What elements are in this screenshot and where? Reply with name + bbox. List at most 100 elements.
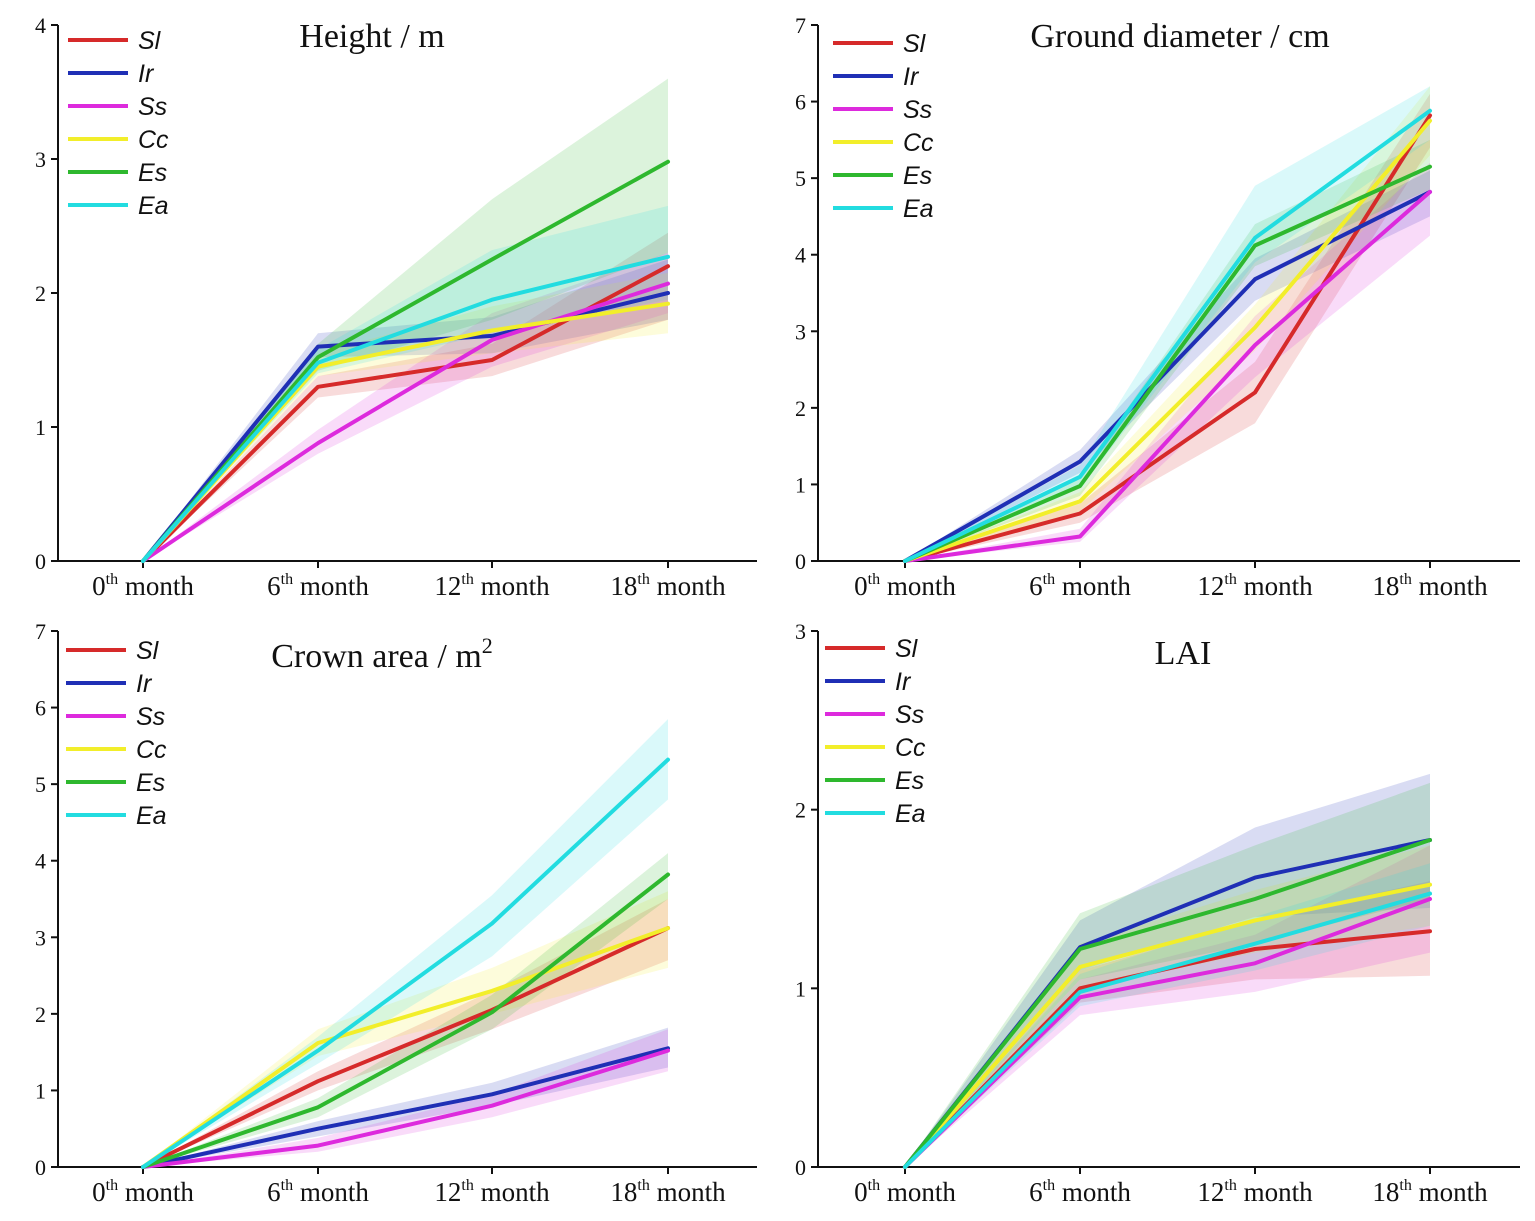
series-line-cc [903, 882, 1432, 1169]
band-cc [143, 272, 668, 561]
series-line-ss [141, 281, 670, 563]
legend-label-cc: Cc [136, 736, 167, 764]
y-tick-label: 0 [35, 1155, 46, 1180]
confidence-bands [905, 773, 1430, 1167]
series-line-ir [903, 189, 1432, 563]
series-line-ss [141, 1048, 670, 1169]
legend-label-ir: Ir [895, 668, 912, 696]
legend-label-ir: Ir [138, 60, 155, 88]
y-tick-label: 7 [35, 619, 46, 644]
legend: Sl Ir Ss Cc Es Ea [833, 30, 934, 223]
band-es [143, 78, 668, 561]
x-tick-label: 0th month [854, 571, 956, 601]
x-tick-label: 18th month [1372, 1177, 1488, 1207]
y-tick-label: 4 [795, 243, 806, 268]
x-tick-label: 6th month [267, 1177, 369, 1207]
series-line-ea [141, 757, 670, 1169]
y-tick-label: 7 [795, 13, 806, 38]
confidence-bands [905, 86, 1430, 562]
series-line-es [903, 164, 1432, 563]
legend-label-ir: Ir [903, 63, 920, 91]
y-tick-label: 1 [795, 976, 806, 1001]
legend-label-ea: Ea [138, 192, 169, 220]
band-cc [143, 891, 668, 1167]
y-tick-label: 2 [795, 396, 806, 421]
band-sl [143, 899, 668, 1167]
chart-panel-2: 0 1 2 3 4 5 6 7 0th month 6th month 12th month 18th… [795, 13, 1520, 601]
legend-label-ss: Ss [895, 701, 924, 729]
x-tick-label: 6th month [1029, 1177, 1131, 1207]
series-line-ea [903, 108, 1432, 563]
y-tick-label: 4 [35, 13, 46, 38]
x-tick-label: 12th month [434, 1177, 550, 1207]
legend-label-es: Es [136, 769, 165, 797]
x-tick-label: 12th month [1197, 571, 1313, 601]
y-tick-label: 2 [795, 798, 806, 823]
y-tick-label: 1 [35, 1078, 46, 1103]
x-tick-label: 18th month [610, 571, 726, 601]
series-line-ir [141, 1046, 670, 1169]
legend-label-ea: Ea [136, 802, 167, 830]
band-ss [143, 252, 668, 562]
series-lines [141, 159, 670, 563]
legend-label-es: Es [895, 767, 924, 795]
chart-panel-1: 0 1 2 3 4 0th month 6th month 12th month 18th mo… [35, 13, 757, 601]
band-ss [143, 1029, 668, 1167]
series-line-ea [141, 254, 670, 563]
series-line-ss [903, 189, 1432, 563]
series-lines [141, 757, 670, 1169]
legend-label-cc: Cc [138, 126, 169, 154]
y-tick-label: 2 [35, 281, 46, 306]
y-tick-label: 1 [795, 472, 806, 497]
series-line-ea [903, 891, 1432, 1169]
band-sl [905, 881, 1430, 1167]
band-cc [905, 845, 1430, 1167]
x-tick-label: 6th month [1029, 571, 1131, 601]
y-tick-label: 4 [35, 849, 46, 874]
band-ir [905, 773, 1430, 1167]
band-ea [143, 205, 668, 561]
legend-label-ea: Ea [903, 195, 934, 223]
y-tick-label: 0 [795, 1155, 806, 1180]
legend-label-sl: Sl [895, 635, 919, 663]
legend-label-ss: Ss [903, 96, 932, 124]
y-tick-label: 5 [795, 166, 806, 191]
confidence-bands [143, 719, 668, 1167]
chart-panel-3: 0 1 2 3 4 5 6 7 0th month 6th month 12th month 18th… [35, 619, 757, 1207]
legend: Sl Ir Ss Cc Es Ea [825, 635, 926, 828]
y-tick-label: 6 [795, 90, 806, 115]
x-tick-label: 0th month [92, 1177, 194, 1207]
legend-label-sl: Sl [136, 637, 160, 665]
chart-title: LAI [1155, 635, 1212, 672]
x-tick-label: 18th month [610, 1177, 726, 1207]
x-tick-label: 12th month [1197, 1177, 1313, 1207]
series-line-ir [141, 291, 670, 563]
legend-label-sl: Sl [903, 30, 927, 58]
confidence-bands [143, 78, 668, 562]
band-ea [905, 863, 1430, 1167]
legend: Sl Ir Ss Cc Es Ea [66, 637, 167, 830]
y-tick-label: 3 [795, 619, 806, 644]
band-es [905, 139, 1430, 561]
x-tick-label: 0th month [854, 1177, 956, 1207]
series-line-sl [903, 113, 1432, 563]
legend-label-ss: Ss [138, 93, 167, 121]
chart-title: Crown area / m2 [271, 633, 493, 675]
y-tick-label: 0 [35, 549, 46, 574]
y-tick-label: 5 [35, 772, 46, 797]
legend-label-ea: Ea [895, 800, 926, 828]
y-tick-label: 3 [795, 319, 806, 344]
legend-label-ss: Ss [136, 703, 165, 731]
series-lines [903, 838, 1432, 1169]
legend-label-ir: Ir [136, 670, 153, 698]
series-line-es [141, 872, 670, 1169]
y-tick-label: 2 [35, 1002, 46, 1027]
y-tick-label: 3 [35, 147, 46, 172]
band-ss [905, 845, 1430, 1167]
x-tick-label: 18th month [1372, 571, 1488, 601]
y-tick-label: 3 [35, 925, 46, 950]
chart-title: Ground diameter / cm [1030, 18, 1329, 55]
band-sl [905, 93, 1430, 562]
series-line-cc [903, 118, 1432, 563]
